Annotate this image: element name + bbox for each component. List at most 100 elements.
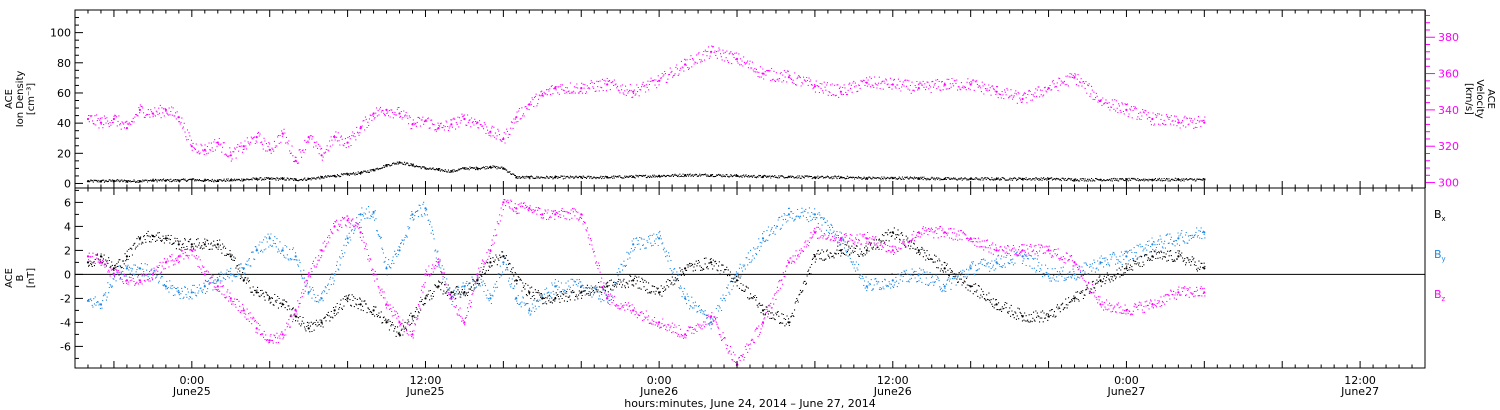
- by-point: [1047, 273, 1050, 276]
- velocity-point: [307, 136, 310, 139]
- by-point: [385, 267, 388, 270]
- velocity-point: [515, 116, 518, 119]
- bx-point: [333, 309, 336, 312]
- velocity-point: [125, 127, 128, 130]
- bx-point: [489, 261, 492, 264]
- top-left-tick-label: 60: [57, 87, 71, 100]
- bz-point: [1177, 291, 1180, 294]
- velocity-point: [112, 117, 115, 121]
- x-tick-time-label: 0:00: [647, 374, 672, 387]
- top-panel-frame: [74, 9, 1426, 189]
- legend-subscript: x: [1442, 215, 1446, 223]
- by-point: [190, 291, 193, 294]
- velocity-point: [242, 145, 245, 148]
- bz-point: [242, 309, 245, 312]
- x-tick-date-label: June27: [1340, 385, 1379, 398]
- by-point: [969, 267, 972, 270]
- by-point: [398, 249, 401, 252]
- velocity-point: [138, 108, 141, 111]
- density-cloud: [88, 161, 1206, 183]
- by-point: [268, 237, 271, 240]
- bx-point: [917, 249, 920, 252]
- by-point: [1099, 261, 1102, 264]
- legend-entry-z: Bz: [1434, 288, 1446, 303]
- top-left-axis-title-line: Ion Density: [15, 71, 26, 128]
- bx-point: [177, 243, 180, 246]
- bx-point: [437, 285, 440, 288]
- x-tick-time-label: 12:00: [1344, 374, 1376, 387]
- velocity-point: [372, 112, 375, 115]
- bx-point: [710, 261, 713, 264]
- bz-point: [761, 321, 765, 324]
- bz-point: [281, 333, 284, 336]
- bz-point: [1021, 249, 1024, 252]
- bx-point: [580, 291, 583, 294]
- bx-point: [359, 303, 362, 306]
- by-point: [177, 291, 180, 294]
- velocity-point: [839, 90, 843, 93]
- legend-label: B: [1434, 248, 1442, 261]
- by-point: [424, 207, 427, 210]
- by-point: [1073, 273, 1076, 276]
- bz-point: [346, 219, 349, 222]
- x-axis: 0:00June2512:00June250:00June2612:00June…: [74, 10, 1426, 398]
- bz-point: [502, 201, 505, 204]
- x-tick-date-label: June27: [1106, 385, 1145, 398]
- top-right-tick-label: 300: [1438, 177, 1459, 190]
- bz-point: [424, 273, 427, 276]
- x-tick-date-label: June26: [639, 385, 678, 398]
- bottom-axis-title-line: [nT]: [26, 268, 37, 288]
- by-point: [1125, 255, 1128, 258]
- velocity-point: [917, 87, 920, 90]
- by-point: [1177, 237, 1180, 240]
- velocity-point: [969, 83, 972, 86]
- legend-entry-x: Bx: [1434, 208, 1446, 223]
- bx-point: [216, 243, 219, 246]
- by-point: [294, 255, 297, 258]
- x-tick-time-label: 0:00: [179, 374, 204, 387]
- x-tick-time-label: 12:00: [410, 374, 442, 387]
- top-left-axis-title-line: ACE: [4, 89, 15, 109]
- by-point: [632, 243, 635, 246]
- bottom-tick-label: -2: [60, 292, 71, 305]
- bx-point: [346, 297, 349, 300]
- by-point: [658, 237, 661, 240]
- x-tick-date-label: June26: [873, 385, 912, 398]
- velocity-point: [489, 130, 492, 133]
- top-right-axis-title-line: Velocity: [1474, 79, 1485, 118]
- x-tick-date-label: June25: [406, 385, 445, 398]
- velocity-point: [450, 123, 453, 126]
- velocity-point: [735, 57, 739, 61]
- by-point: [489, 297, 492, 300]
- x-tick-time-label: 12:00: [877, 374, 909, 387]
- by-point: [502, 261, 505, 264]
- bx-point: [761, 309, 765, 312]
- velocity-point: [606, 83, 609, 86]
- bx-cloud: [88, 227, 1206, 337]
- velocity-point: [684, 63, 687, 66]
- bx-point: [86, 261, 90, 264]
- velocity-point: [320, 154, 323, 157]
- bx-point: [424, 297, 427, 300]
- velocity-point: [190, 145, 193, 148]
- bz-point: [865, 237, 868, 240]
- bottom-axis-title-line: ACE: [4, 268, 15, 288]
- by-point: [216, 279, 219, 282]
- velocity-point: [164, 108, 167, 111]
- bx-point: [995, 303, 998, 306]
- bx-point: [450, 291, 453, 294]
- by-point: [528, 309, 531, 312]
- top-right-tick-label: 360: [1438, 68, 1459, 81]
- bottom-tick-label: 4: [64, 220, 71, 233]
- bottom-tick-label: -6: [60, 340, 71, 353]
- bx-point: [320, 321, 323, 324]
- by-point: [125, 267, 128, 270]
- bz-point: [229, 297, 232, 300]
- bz-point: [554, 213, 557, 216]
- velocity-point: [86, 117, 90, 121]
- legend-label: B: [1434, 208, 1442, 221]
- legend-subscript: z: [1442, 295, 1446, 303]
- bottom-tick-label: 6: [64, 196, 71, 209]
- bx-point: [865, 249, 868, 252]
